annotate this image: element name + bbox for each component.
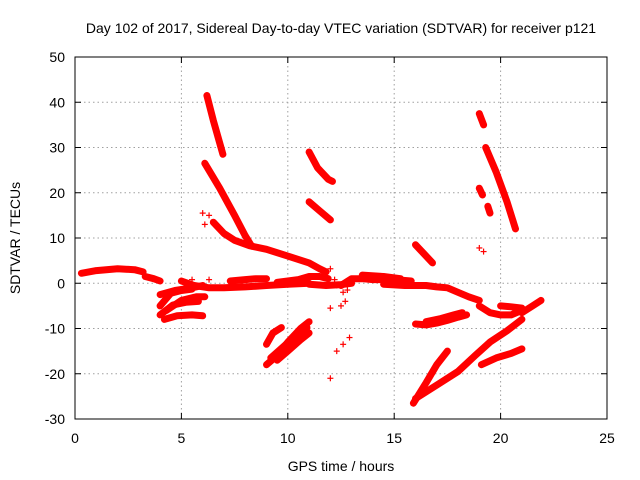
y-tick-label: -20 <box>45 366 65 382</box>
data-point <box>206 277 212 283</box>
y-tick-label: -10 <box>45 321 65 337</box>
data-point <box>342 298 348 304</box>
y-axis-label: SDTVAR / TECUs <box>7 182 23 294</box>
data-track <box>479 114 483 125</box>
data-track <box>501 306 522 308</box>
x-tick-label: 25 <box>599 430 615 446</box>
gridlines <box>75 57 607 419</box>
data-track <box>481 349 522 365</box>
data-track <box>488 206 490 213</box>
data-track <box>81 269 143 274</box>
y-tick-label: -30 <box>45 411 65 427</box>
data-point <box>327 375 333 381</box>
data-point <box>334 348 340 354</box>
y-tick-label: 30 <box>49 140 65 156</box>
chart-title: Day 102 of 2017, Sidereal Day-to-day VTE… <box>86 20 596 36</box>
x-tick-label: 5 <box>178 430 186 446</box>
data-point <box>200 210 206 216</box>
y-tick-label: 0 <box>57 275 65 291</box>
data-track <box>384 284 480 300</box>
x-tick-label: 10 <box>280 430 296 446</box>
axis-ticks: 0 5 10 15 20 25 -30 -20 -10 0 10 20 30 40 50 <box>45 49 615 446</box>
data-point <box>202 221 208 227</box>
data-track <box>416 319 522 398</box>
data-track <box>479 188 482 195</box>
data-layer <box>81 96 541 404</box>
y-tick-label: 10 <box>49 230 65 246</box>
y-tick-label: 20 <box>49 185 65 201</box>
data-track <box>213 222 326 272</box>
data-track <box>207 96 223 155</box>
data-track <box>309 202 330 220</box>
x-tick-label: 0 <box>71 430 79 446</box>
x-axis-label: GPS time / hours <box>288 458 395 474</box>
data-point <box>481 249 487 255</box>
data-point <box>476 245 482 251</box>
data-point <box>347 335 353 341</box>
y-tick-label: 40 <box>49 94 65 110</box>
data-point <box>327 305 333 311</box>
data-point <box>340 341 346 347</box>
data-track <box>416 245 433 263</box>
data-track <box>145 277 160 282</box>
data-track <box>277 277 328 283</box>
x-tick-label: 20 <box>493 430 509 446</box>
data-track <box>230 279 266 281</box>
y-tick-label: 50 <box>49 49 65 65</box>
x-tick-label: 15 <box>386 430 402 446</box>
data-track <box>164 315 202 320</box>
data-track <box>267 328 282 345</box>
data-track <box>309 152 332 181</box>
data-track <box>486 148 516 229</box>
data-point <box>206 212 212 218</box>
data-point <box>338 303 344 309</box>
